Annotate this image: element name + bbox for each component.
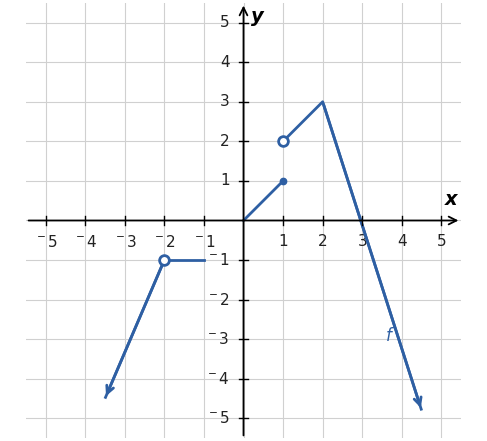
Text: $^-$4: $^-$4 — [73, 234, 97, 250]
Text: 2: 2 — [220, 134, 230, 149]
Text: 4: 4 — [220, 55, 230, 70]
Text: x: x — [445, 190, 457, 209]
Text: 2: 2 — [318, 234, 327, 249]
Text: $^-$2: $^-$2 — [152, 234, 176, 250]
Text: $^-$5: $^-$5 — [34, 234, 57, 250]
Text: $^-$2: $^-$2 — [206, 292, 230, 308]
Text: y: y — [251, 7, 264, 26]
Text: 1: 1 — [220, 173, 230, 188]
Text: 5: 5 — [220, 15, 230, 30]
Text: $^-$1: $^-$1 — [206, 252, 230, 268]
Text: $^-$3: $^-$3 — [206, 331, 230, 347]
Text: 1: 1 — [278, 234, 288, 249]
Text: 3: 3 — [357, 234, 367, 249]
Text: $^-$1: $^-$1 — [192, 234, 216, 250]
Text: 5: 5 — [437, 234, 446, 249]
Text: 3: 3 — [220, 94, 230, 109]
Text: f: f — [386, 327, 392, 345]
Text: 4: 4 — [397, 234, 407, 249]
Text: $^-$3: $^-$3 — [112, 234, 137, 250]
Text: $^-$5: $^-$5 — [206, 411, 230, 426]
Text: $^-$4: $^-$4 — [205, 371, 230, 387]
